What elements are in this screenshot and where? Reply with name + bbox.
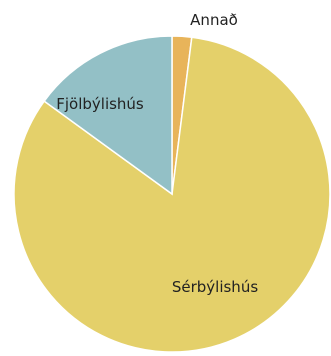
pie-labels: Annað Sérbýlishús Fjölbýlishús	[56, 11, 258, 296]
pie-slice-label-1: Sérbýlishús	[172, 278, 258, 296]
pie-slice-label-2: Fjölbýlishús	[56, 95, 144, 113]
pie-slices	[13, 35, 331, 353]
pie-slice-2	[43, 35, 173, 196]
pie-slice-label-0: Annað	[190, 11, 238, 29]
